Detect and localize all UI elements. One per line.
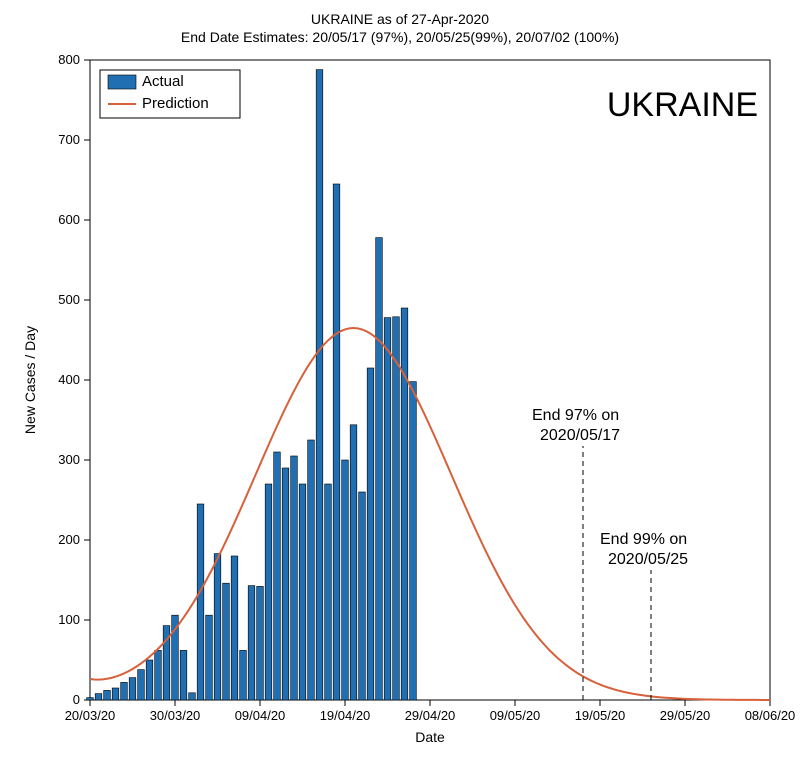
y-tick-label: 300 [58, 452, 80, 467]
x-tick-label: 29/04/20 [405, 708, 456, 723]
x-axis-label: Date [415, 729, 445, 745]
y-tick-label: 600 [58, 212, 80, 227]
y-tick-label: 400 [58, 372, 80, 387]
bar [95, 694, 102, 700]
legend-swatch-bar [108, 75, 136, 89]
bar [138, 670, 145, 700]
bar [248, 586, 255, 700]
bar [376, 238, 383, 700]
bar [359, 492, 366, 700]
bar [393, 317, 400, 700]
bar [299, 484, 306, 700]
y-axis-label: New Cases / Day [22, 326, 38, 434]
annotation-text-2: 2020/05/17 [540, 427, 620, 444]
bar [197, 504, 204, 700]
bar [104, 690, 111, 700]
bar [308, 440, 315, 700]
x-tick-label: 30/03/20 [150, 708, 201, 723]
chart-container: UKRAINE as of 27-Apr-2020 End Date Estima… [0, 0, 800, 762]
bar [265, 484, 272, 700]
bar [257, 586, 264, 700]
bar [325, 484, 332, 700]
annotation-text-2: 2020/05/25 [608, 551, 688, 568]
chart-title-2: End Date Estimates: 20/05/17 (97%), 20/0… [181, 29, 619, 45]
y-tick-label: 200 [58, 532, 80, 547]
bar [316, 70, 323, 700]
bar [214, 554, 221, 700]
bar [342, 460, 349, 700]
bar [333, 184, 340, 700]
bar [87, 698, 94, 700]
annotation-text-1: End 99% on [600, 531, 687, 548]
legend: Actual Prediction [100, 70, 240, 118]
bar [350, 425, 357, 700]
x-tick-label: 09/05/20 [490, 708, 541, 723]
bar [291, 456, 298, 700]
legend-label: Actual [142, 73, 184, 90]
bar [146, 660, 153, 700]
x-tick-label: 08/06/20 [745, 708, 796, 723]
bar [282, 468, 289, 700]
y-tick-label: 700 [58, 132, 80, 147]
bar [112, 688, 119, 700]
bar [223, 583, 230, 700]
bar [155, 650, 162, 700]
bar [274, 452, 281, 700]
x-tick-label: 19/04/20 [320, 708, 371, 723]
chart-title-1: UKRAINE as of 27-Apr-2020 [311, 11, 489, 27]
bar [129, 678, 136, 700]
legend-label: Prediction [142, 95, 209, 112]
y-tick-label: 500 [58, 292, 80, 307]
bar [410, 382, 417, 700]
y-tick-label: 800 [58, 52, 80, 67]
y-tick-label: 0 [73, 692, 80, 707]
y-tick-label: 100 [58, 612, 80, 627]
bar [121, 682, 128, 700]
x-tick-label: 29/05/20 [660, 708, 711, 723]
bar [384, 318, 391, 700]
bar [240, 650, 247, 700]
x-tick-label: 19/05/20 [575, 708, 626, 723]
bar [206, 615, 213, 700]
x-tick-label: 09/04/20 [235, 708, 286, 723]
bar [231, 556, 238, 700]
bar [189, 693, 196, 700]
bar [401, 308, 408, 700]
bar [367, 368, 374, 700]
annotation-text-1: End 97% on [532, 407, 619, 424]
country-label: UKRAINE [607, 86, 758, 124]
x-tick-label: 20/03/20 [65, 708, 116, 723]
chart-svg: UKRAINE as of 27-Apr-2020 End Date Estima… [0, 0, 800, 762]
bar [180, 650, 187, 700]
